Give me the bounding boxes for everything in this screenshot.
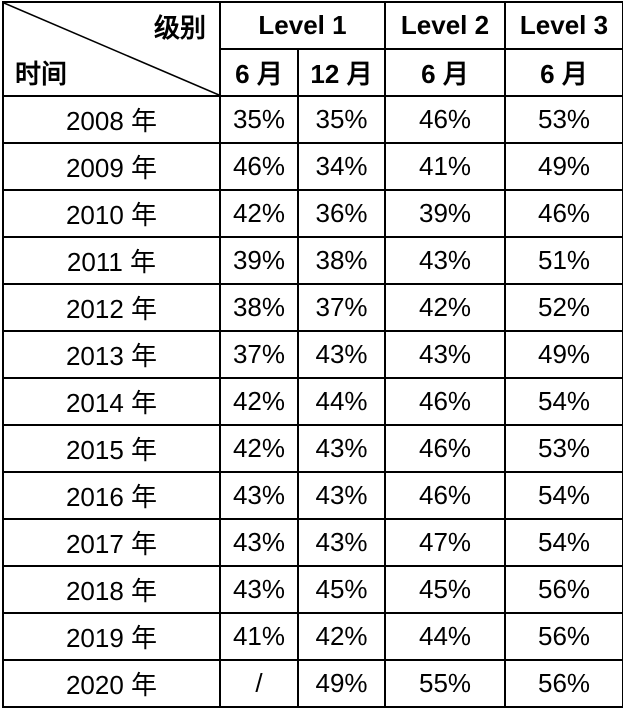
value-cell: 43% (296, 471, 387, 520)
table-row: 2013 年 37% 43% 43% 49% (2, 330, 623, 379)
value-cell: 52% (504, 283, 623, 332)
header-month-l2-jun: 6 月 (384, 48, 507, 97)
value-cell: 36% (296, 189, 387, 238)
value-cell: 46% (384, 377, 507, 426)
value-cell: 35% (296, 95, 387, 144)
value-cell: 49% (504, 142, 623, 191)
value-cell: 49% (296, 659, 387, 708)
value-cell: 55% (384, 659, 507, 708)
corner-header-cell: 级别 时间 (2, 1, 221, 97)
table-body: 2008 年 35% 35% 46% 53% 2009 年 46% 34% 41% 49% 2010… (2, 95, 623, 708)
value-cell: 46% (384, 424, 507, 473)
value-cell: 42% (296, 612, 387, 661)
value-cell: 42% (219, 189, 299, 238)
value-cell: 43% (384, 236, 507, 285)
year-cell: 2015 年 (2, 424, 221, 473)
table-row: 2009 年 46% 34% 41% 49% (2, 142, 623, 191)
value-cell: 43% (219, 518, 299, 567)
header-level-3: Level 3 (504, 1, 623, 50)
table-row: 2019 年 41% 42% 44% 56% (2, 612, 623, 661)
value-cell: 46% (219, 142, 299, 191)
value-cell: 34% (296, 142, 387, 191)
table-header: 级别 时间 Level 1 Level 2 Level 3 6 月 12 月 6… (2, 1, 623, 97)
value-cell: 43% (219, 471, 299, 520)
value-cell: 45% (384, 565, 507, 614)
year-cell: 2017 年 (2, 518, 221, 567)
value-cell: 38% (296, 236, 387, 285)
value-cell: 46% (384, 471, 507, 520)
table-row: 2016 年 43% 43% 46% 54% (2, 471, 623, 520)
value-cell: 54% (504, 471, 623, 520)
value-cell: / (219, 659, 299, 708)
table-row: 2018 年 43% 45% 45% 56% (2, 565, 623, 614)
header-level-1: Level 1 (218, 1, 387, 50)
year-cell: 2020 年 (2, 659, 221, 708)
table-row: 2017 年 43% 43% 47% 54% (2, 518, 623, 567)
value-cell: 37% (296, 283, 387, 332)
value-cell: 41% (219, 612, 299, 661)
year-cell: 2013 年 (2, 330, 221, 379)
year-cell: 2016 年 (2, 471, 221, 520)
table-row: 2014 年 42% 44% 46% 54% (2, 377, 623, 426)
value-cell: 39% (384, 189, 507, 238)
value-cell: 39% (219, 236, 299, 285)
value-cell: 41% (384, 142, 507, 191)
value-cell: 43% (384, 330, 507, 379)
value-cell: 43% (219, 565, 299, 614)
header-month-l3-jun: 6 月 (504, 48, 623, 97)
value-cell: 49% (504, 330, 623, 379)
value-cell: 42% (384, 283, 507, 332)
table-row: 2015 年 42% 43% 46% 53% (2, 424, 623, 473)
value-cell: 54% (504, 377, 623, 426)
value-cell: 47% (384, 518, 507, 567)
value-cell: 56% (504, 659, 623, 708)
value-cell: 46% (384, 95, 507, 144)
year-cell: 2010 年 (2, 189, 221, 238)
value-cell: 37% (219, 330, 299, 379)
value-cell: 53% (504, 95, 623, 144)
table-row: 2012 年 38% 37% 42% 52% (2, 283, 623, 332)
value-cell: 46% (504, 189, 623, 238)
corner-label-level: 级别 (153, 13, 206, 43)
value-cell: 42% (219, 424, 299, 473)
value-cell: 44% (296, 377, 387, 426)
header-month-l1-jun: 6 月 (219, 48, 299, 97)
header-row-levels: 级别 时间 Level 1 Level 2 Level 3 (2, 1, 623, 97)
value-cell: 56% (504, 565, 623, 614)
year-cell: 2009 年 (2, 142, 221, 191)
value-cell: 38% (219, 283, 299, 332)
table-row: 2020 年/49% 55% 56% (2, 659, 623, 708)
header-level-2: Level 2 (384, 1, 507, 50)
value-cell: 42% (219, 377, 299, 426)
year-cell: 2018 年 (2, 565, 221, 614)
table-row: 2011 年 39% 38% 43% 51% (2, 236, 623, 285)
value-cell: 45% (296, 565, 387, 614)
year-cell: 2012 年 (2, 283, 221, 332)
value-cell: 43% (296, 424, 387, 473)
value-cell: 43% (296, 330, 387, 379)
table-row: 2010 年 42% 36% 39% 46% (2, 189, 623, 238)
value-cell: 53% (504, 424, 623, 473)
year-cell: 2019 年 (2, 612, 221, 661)
diagonal-divider-icon (5, 4, 218, 94)
table-row: 2008 年 35% 35% 46% 53% (2, 95, 623, 144)
value-cell: 44% (384, 612, 507, 661)
header-row-months: 6 月 12 月 6 月 6 月 (3, 48, 623, 97)
year-cell: 2008 年 (2, 95, 221, 144)
value-cell: 43% (296, 518, 387, 567)
year-cell: 2014 年 (2, 377, 221, 426)
value-cell: 51% (504, 236, 623, 285)
value-cell: 54% (504, 518, 623, 567)
value-cell: 35% (219, 95, 299, 144)
value-cell: 56% (504, 612, 623, 661)
header-month-l1-dec: 12 月 (296, 48, 387, 97)
corner-label-time: 时间 (15, 59, 68, 89)
year-cell: 2011 年 (2, 236, 221, 285)
